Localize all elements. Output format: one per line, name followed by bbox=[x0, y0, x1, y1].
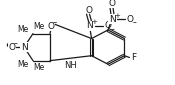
Text: O: O bbox=[85, 6, 92, 15]
Text: O: O bbox=[47, 22, 54, 31]
Text: O: O bbox=[127, 15, 134, 24]
Text: –: – bbox=[133, 18, 137, 27]
Text: +: + bbox=[114, 13, 120, 19]
Text: +: + bbox=[92, 19, 97, 25]
Text: Me: Me bbox=[17, 60, 29, 69]
Text: Me: Me bbox=[17, 26, 29, 35]
Text: NH: NH bbox=[64, 61, 77, 70]
Text: O: O bbox=[9, 43, 16, 52]
Text: N: N bbox=[109, 15, 115, 24]
Text: –: – bbox=[111, 25, 114, 34]
Text: O: O bbox=[104, 21, 111, 30]
Text: F: F bbox=[131, 53, 136, 62]
Text: –: – bbox=[53, 18, 57, 27]
Text: Me: Me bbox=[33, 63, 45, 72]
Text: O: O bbox=[108, 0, 116, 8]
Text: –: – bbox=[14, 39, 18, 48]
Text: N: N bbox=[21, 43, 27, 52]
Text: Me: Me bbox=[33, 22, 45, 31]
Text: N: N bbox=[86, 21, 93, 30]
Text: •: • bbox=[5, 40, 11, 53]
